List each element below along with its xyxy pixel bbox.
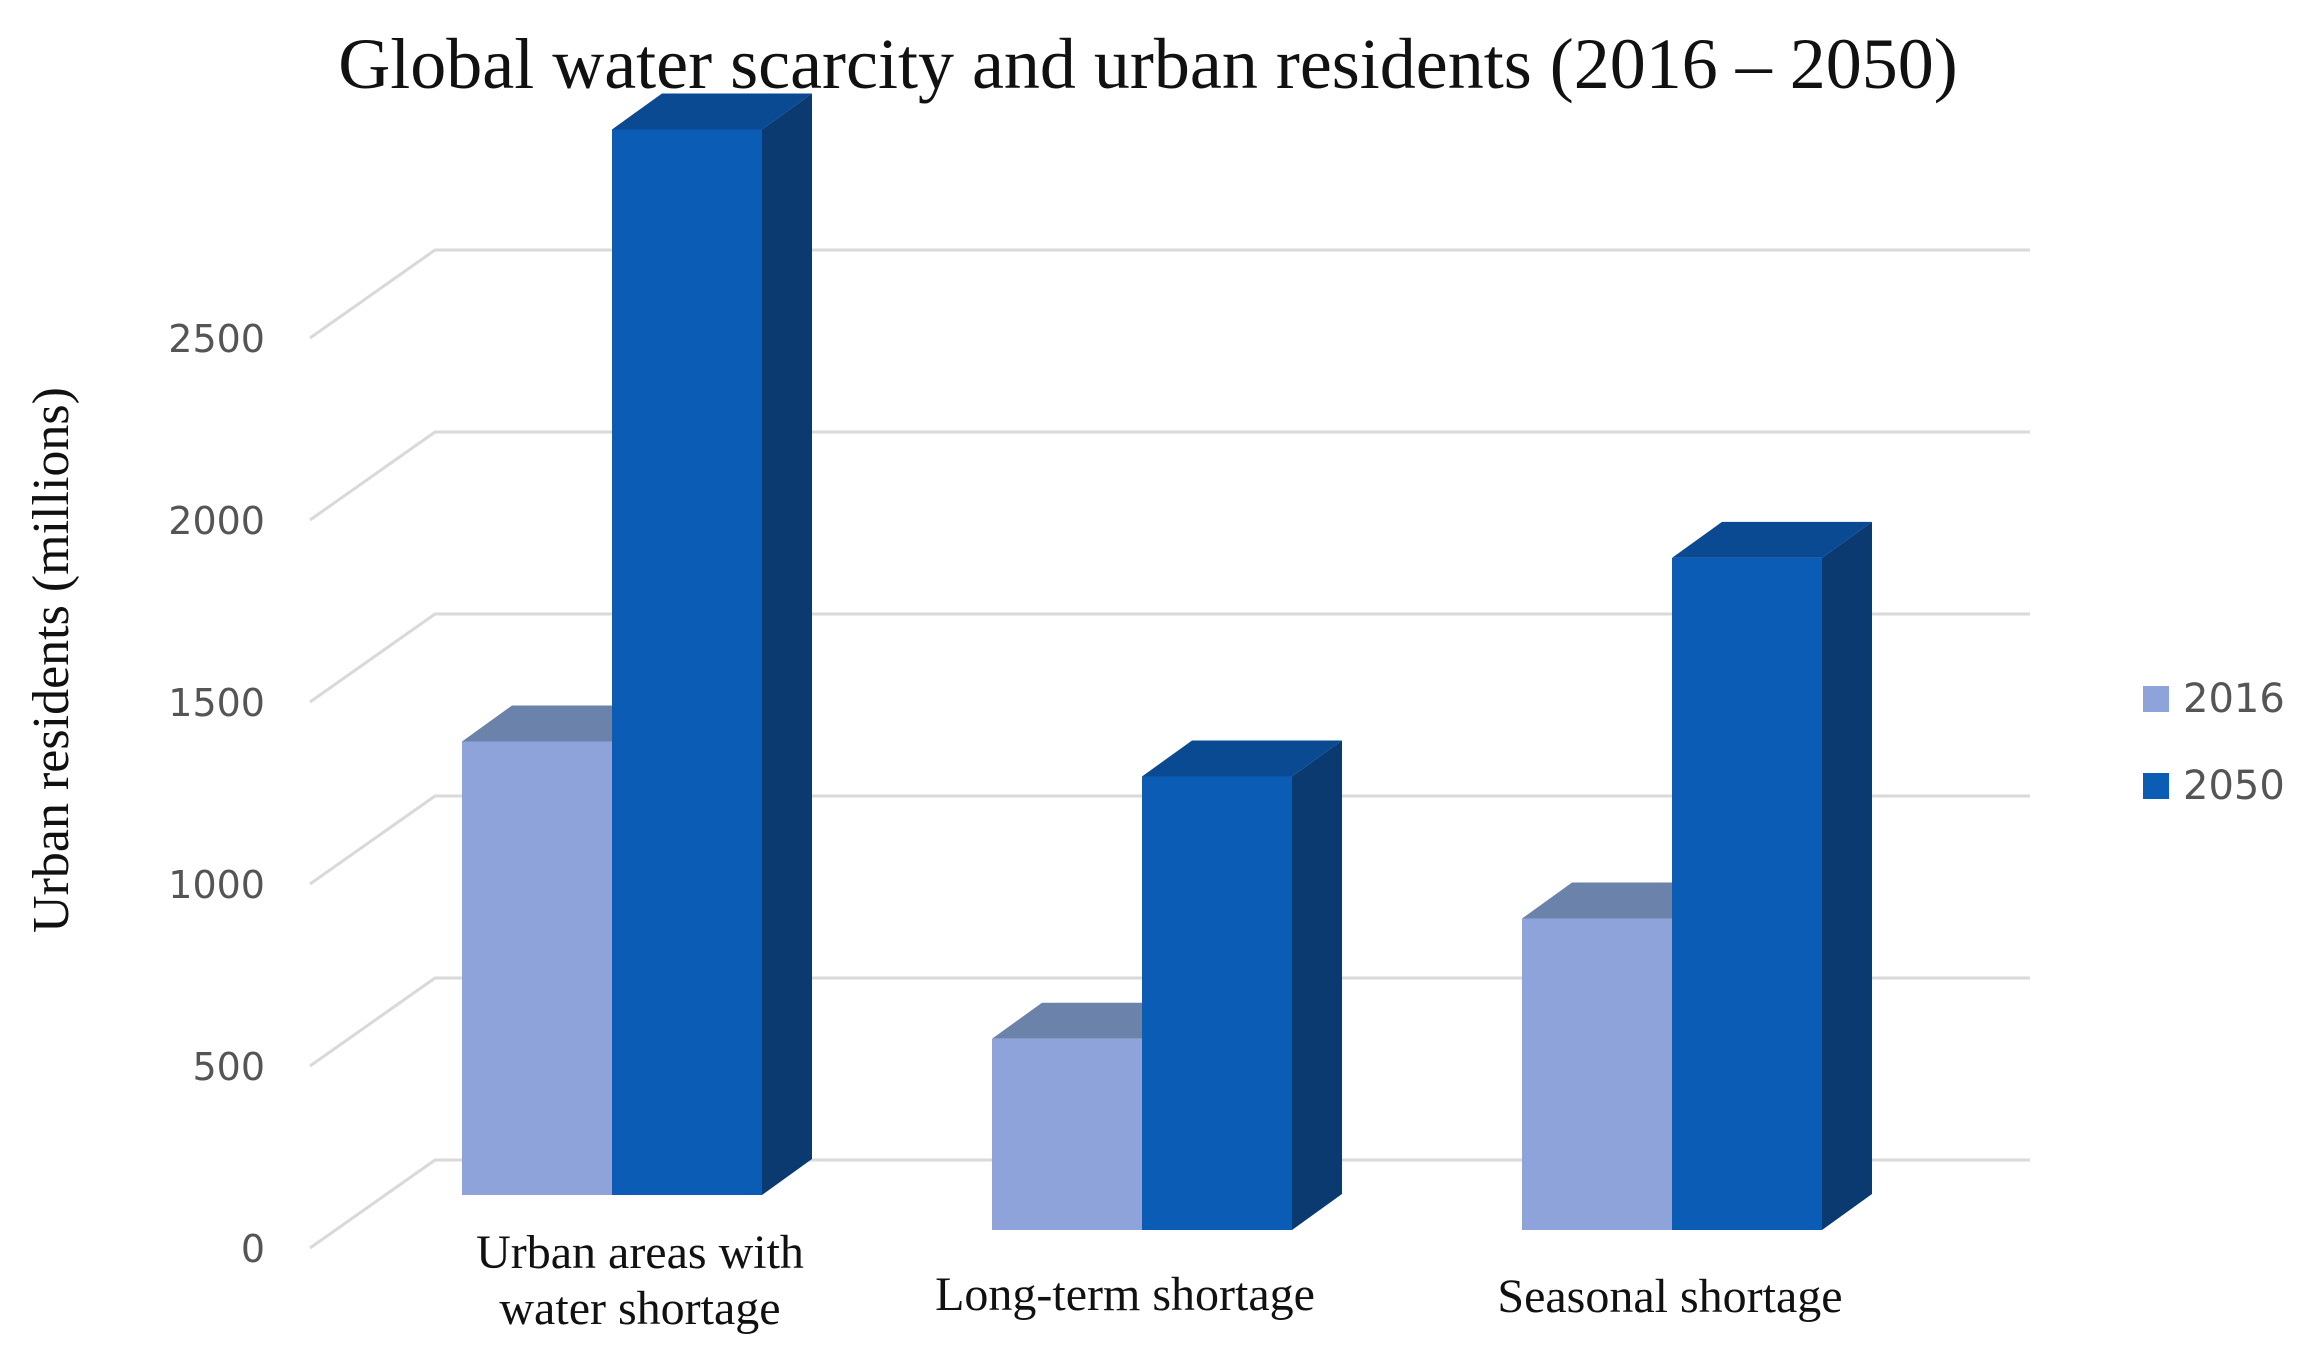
y-tick-label: 500	[192, 1045, 265, 1089]
bar-2050	[1672, 521, 1872, 1230]
y-axis-ticks: 0 500 1000 1500 2000 2500	[168, 317, 265, 1271]
bar-front	[462, 741, 612, 1195]
bar-top	[612, 93, 812, 130]
bar-side	[1822, 521, 1872, 1230]
bar-2050	[1142, 740, 1342, 1230]
y-tick-label: 2500	[168, 317, 265, 361]
bar-front	[1522, 918, 1672, 1230]
legend-label-2016: 2016	[2183, 676, 2285, 722]
category-labels: Urban areas with water shortage Long-term …	[476, 1226, 1843, 1335]
y-tick-label: 0	[241, 1227, 265, 1271]
legend-label-2050: 2050	[2183, 763, 2285, 809]
bar-front	[992, 1038, 1142, 1230]
y-tick-label: 1500	[168, 681, 265, 725]
bar-front	[1672, 557, 1822, 1230]
bar-front	[612, 129, 762, 1196]
chart-title: Global water scarcity and urban resident…	[338, 24, 1958, 104]
y-tick-label: 2000	[168, 499, 265, 543]
category-label: Seasonal shortage	[1497, 1270, 1842, 1323]
y-tick-label: 1000	[168, 863, 265, 907]
gridline	[309, 430, 2030, 522]
y-axis-label: Urban residents (millions)	[23, 387, 80, 933]
bar-2050	[612, 93, 812, 1196]
category-label: Urban areas with water shortage	[476, 1226, 804, 1335]
bar-side	[1292, 740, 1342, 1230]
legend: 2016 2050	[2143, 676, 2285, 809]
gridline	[309, 248, 2030, 340]
bar-side	[762, 93, 812, 1196]
bar-top	[1672, 521, 1872, 558]
gridlines	[309, 248, 2030, 1250]
gridline	[309, 1158, 2030, 1250]
bar-front	[1142, 776, 1292, 1230]
gridline	[309, 794, 2030, 886]
gridline	[309, 612, 2030, 704]
category-label: Long-term shortage	[935, 1268, 1315, 1321]
legend-swatch-2050	[2143, 773, 2169, 799]
bars	[462, 93, 1872, 1230]
legend-swatch-2016	[2143, 686, 2169, 712]
gridline	[309, 976, 2030, 1068]
bar-top	[1142, 740, 1342, 777]
